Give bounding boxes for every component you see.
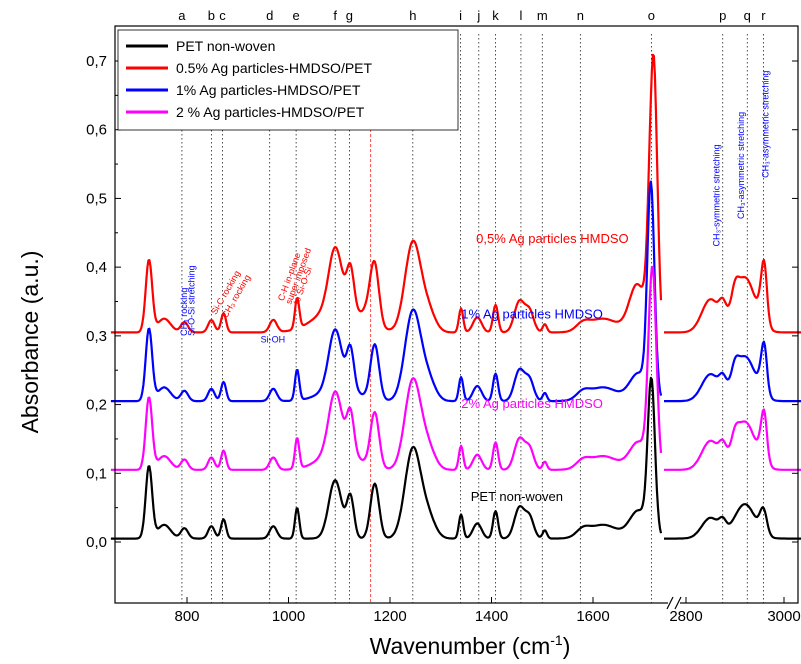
peak-letter: a [178,8,186,23]
peak-letter: q [744,8,751,23]
series-inline-label: 1% Ag particles HMDSO [461,307,603,322]
peak-letter: n [577,8,584,23]
series-line-2-lo [110,180,663,403]
series-line-2-hi [663,340,801,403]
peak-letter: k [492,8,499,23]
series-line-0-hi [663,503,801,540]
x-tick-label: 1400 [475,608,508,625]
x-tick-label: 1600 [576,608,609,625]
peak-letter: j [476,8,480,23]
peak-letter: o [648,8,655,23]
annotation: CH₃-symmetric stretching [711,144,721,246]
series-lines [110,53,801,540]
annotation: CH₃ rocking [179,288,189,336]
y-tick-label: 0,6 [86,122,107,139]
annotation: CH₃-asymmetric stretching [760,71,770,178]
y-tick-label: 0,2 [86,397,107,414]
peak-letter: d [266,8,273,23]
y-tick-label: 0,7 [86,53,107,70]
series-line-3-lo [110,265,663,471]
y-tick-label: 0,0 [86,534,107,551]
y-axis-title: Absorbance (a.u.) [17,251,43,434]
peak-letter: e [292,8,299,23]
peak-letter: p [719,8,726,23]
peak-letter: b [208,8,215,23]
series-line-3-hi [663,408,801,471]
legend-label: 2 % Ag particles-HMDSO/PET [176,104,365,120]
peak-letter: r [761,8,766,23]
peak-letter: i [459,8,462,23]
series-line-0-lo [110,376,663,540]
peak-letter: c [219,8,226,23]
x-tick-label: 1000 [272,608,305,625]
y-tick-label: 0,3 [86,328,107,345]
y-tick-label: 0,5 [86,190,107,207]
x-axis-title: Wavenumber (cm-1) [370,632,571,659]
legend-label: PET non-woven [176,38,275,54]
y-tick-label: 0,4 [86,259,107,276]
annotation: CH₃-asymmetric stretching [736,112,746,219]
peak-letter: f [333,8,337,23]
x-tick-label: 3000 [767,608,800,625]
peak-letter: l [519,8,522,23]
x-axis-title-sup: -1 [550,632,563,648]
annotation: Si-OH [261,335,286,345]
legend-label: 0.5% Ag particles-HMDSO/PET [176,60,373,76]
series-inline-label: 0,5% Ag particles HMDSO [476,231,628,246]
y-tick-label: 0,1 [86,465,107,482]
peak-letter: h [409,8,416,23]
peak-letter: m [537,8,548,23]
annotation: Si-O-Si stretching [187,265,197,336]
series-inline-label: 2% Ag particles HMDSO [461,396,603,411]
x-tick-label: 800 [174,608,199,625]
series-inline-label: PET non-woven [471,489,563,504]
series-line-1-lo [110,53,663,334]
x-tick-label: 1200 [373,608,406,625]
x-tick-label: 2800 [669,608,702,625]
legend-label: 1% Ag particles-HMDSO/PET [176,82,361,98]
legend: PET non-woven 0.5% Ag particles-HMDSO/PET… [117,29,459,131]
series-line-1-hi [663,258,801,334]
peak-letter: g [346,8,353,23]
axes: 0,0 0,1 0,2 0,3 0,4 0,5 0,6 0,7 800 1000 1200 1400 1… [86,25,801,625]
